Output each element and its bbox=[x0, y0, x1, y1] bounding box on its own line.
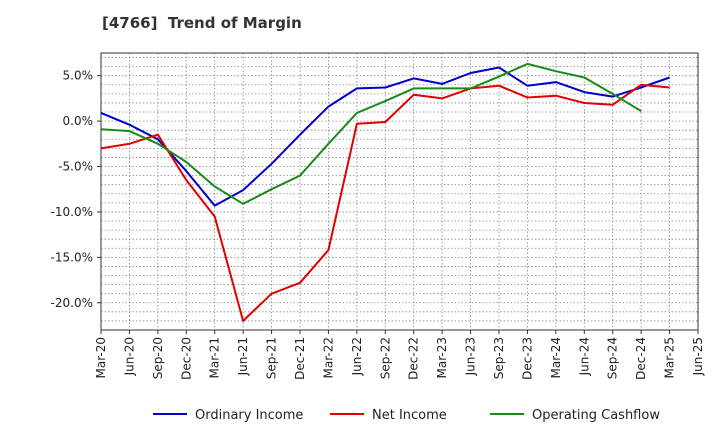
legend: Ordinary Income Net Income Operating Cashf… bbox=[153, 408, 660, 423]
series-line-operating-cashflow bbox=[100, 62, 642, 205]
x-tick-label: Mar-24 bbox=[549, 337, 563, 378]
x-tick-label: Mar-22 bbox=[321, 337, 335, 378]
x-tick-label: Sep-22 bbox=[378, 337, 392, 379]
legend-label-net-income: Net Income bbox=[372, 408, 447, 423]
y-axis-ticks: 5.0% 0.0% -5.0% -10.0% -15.0% -20.0% bbox=[51, 69, 101, 310]
legend-label-ordinary-income: Ordinary Income bbox=[195, 408, 303, 423]
plot-area bbox=[101, 53, 698, 330]
x-tick-label: Jun-20 bbox=[122, 337, 136, 376]
x-tick-label: Dec-23 bbox=[520, 337, 534, 380]
x-tick-label: Jun-22 bbox=[350, 337, 364, 376]
x-tick-label: Dec-24 bbox=[634, 337, 648, 380]
x-tick-label: Mar-21 bbox=[208, 337, 222, 378]
y-tick-label: 0.0% bbox=[63, 114, 94, 128]
x-tick-label: Jun-25 bbox=[691, 337, 705, 376]
series-line-ordinary-income bbox=[100, 66, 670, 207]
y-tick-label: -5.0% bbox=[58, 160, 93, 174]
x-tick-label: Sep-21 bbox=[265, 337, 279, 379]
x-tick-label: Sep-23 bbox=[492, 337, 506, 379]
legend-label-operating-cashflow: Operating Cashflow bbox=[532, 408, 660, 423]
y-tick-label: 5.0% bbox=[63, 69, 94, 83]
x-tick-label: Mar-20 bbox=[94, 337, 108, 378]
x-tick-label: Sep-24 bbox=[606, 337, 620, 379]
y-tick-label: -10.0% bbox=[51, 205, 93, 219]
series-line-net-income bbox=[100, 83, 670, 322]
y-tick-label: -20.0% bbox=[51, 296, 93, 310]
x-tick-label: Jun-21 bbox=[236, 337, 250, 376]
x-tick-label: Dec-20 bbox=[179, 337, 193, 380]
x-tick-label: Dec-21 bbox=[293, 337, 307, 380]
chart-title: [4766] Trend of Margin bbox=[102, 14, 302, 32]
x-tick-label: Jun-23 bbox=[464, 337, 478, 376]
x-tick-label: Jun-24 bbox=[577, 337, 591, 376]
series-lines bbox=[100, 62, 670, 322]
x-tick-label: Sep-20 bbox=[151, 337, 165, 379]
x-tick-label: Mar-23 bbox=[435, 337, 449, 378]
y-tick-label: -15.0% bbox=[51, 250, 93, 264]
plot-border bbox=[100, 52, 699, 331]
x-tick-label: Dec-22 bbox=[407, 337, 421, 380]
x-axis-ticks: Mar-20 Jun-20 Sep-20 Dec-20 Mar-21 Jun-21 Sep-… bbox=[94, 330, 705, 380]
x-tick-label: Mar-25 bbox=[663, 337, 677, 378]
